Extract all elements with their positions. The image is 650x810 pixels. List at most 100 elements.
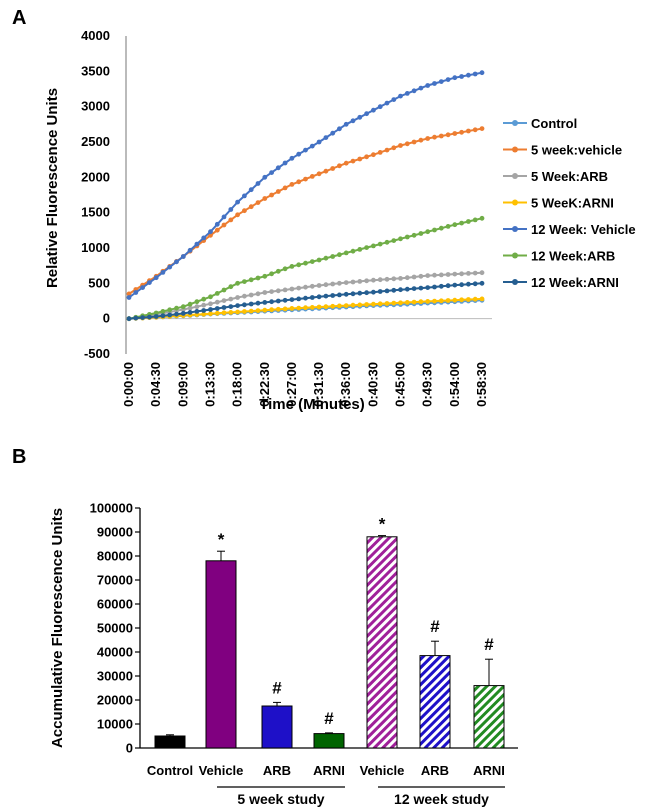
panel-a-data-point [262,307,268,313]
panel-a-data-point [330,293,336,298]
panel-a-data-point [269,170,274,176]
panel-b-y-tick-label: 70000 [97,573,133,588]
panel-a-data-point [384,301,390,306]
panel-a-data-point [214,299,220,305]
panel-a-x-tick-label: 0:36:00 [338,362,353,407]
panel-a-data-point [296,296,302,302]
panel-a-data-point [255,291,261,297]
panel-a-data-point [214,306,220,311]
panel-a-data-point [309,305,315,310]
panel-b-y-axis-title: Accumulative Fluorescence Units [49,508,66,748]
panel-a-data-point [160,309,166,314]
panel-a-data-point [371,277,376,283]
panel-b-category-label: ARB [263,763,291,778]
panel-a-data-point [411,88,417,94]
legend-label: 12 Week:ARNI [531,275,619,290]
panel-a-data-point [133,290,139,295]
legend-marker [512,173,518,179]
panel-a-data-point [235,303,241,308]
panel-b-y-tick-label: 90000 [97,525,133,540]
panel-a-data-point [330,130,336,136]
panel-a-data-point [208,307,213,312]
panel-a-data-point [221,298,227,303]
panel-a-data-point [343,303,349,308]
panel-b-group-label: 5 week study [237,791,324,807]
panel-a-data-point [255,275,261,281]
panel-b-y-tick-label: 80000 [97,549,133,564]
panel-a-data-point [411,274,417,280]
panel-a-data-point [242,293,247,299]
panel-a-data-point [384,239,390,245]
panel-a-data-point [425,285,431,290]
panel-a-series-5 [126,215,485,322]
panel-a-data-point [445,272,451,277]
panel-b-significance-marker: * [218,530,225,549]
panel-b-y-tick-label: 20000 [97,693,133,708]
panel-a-data-point [350,158,356,164]
panel-a-x-tick-label: 0:58:30 [474,362,489,407]
panel-a-data-point [398,143,403,148]
panel-b-y-tick-label: 10000 [97,717,133,732]
panel-a-data-point [350,302,356,308]
legend-marker [512,279,518,285]
panel-a-data-point [262,290,268,295]
panel-a-x-tick-label: 0:09:00 [175,362,190,407]
panel-a-data-point [384,100,390,106]
panel-a-data-point [364,302,369,307]
panel-a-data-point [208,301,213,307]
panel-a-data-point [432,227,437,233]
panel-a-data-point [371,301,376,307]
panel-a-data-point [466,219,471,224]
panel-a-data-point [371,243,376,249]
panel-a-data-point [371,289,376,295]
panel-a-data-point [201,302,207,308]
panel-a-x-tick-label: 0:31:30 [311,362,326,407]
panel-a-data-point [438,283,444,289]
panel-a-y-tick-label: 2000 [81,169,110,184]
panel-a-data-point [147,280,152,285]
panel-a-data-point [438,298,444,304]
panel-a-data-point [418,231,424,236]
panel-a-data-point [357,156,363,162]
panel-a-data-point [330,254,336,259]
panel-a-data-point [303,147,308,153]
panel-a-data-point [289,286,295,292]
panel-a-data-point [303,295,308,301]
panel-a-data-point [289,182,295,187]
panel-a-data-point [309,259,315,264]
panel-b-significance-marker: # [272,678,282,697]
panel-a-data-point [214,221,220,227]
panel-a-data-point [221,214,227,220]
panel-a-y-tick-label: 1000 [81,240,110,255]
panel-a-data-point [404,91,410,96]
panel-b-y-tick-label: 100000 [90,501,133,516]
panel-a-data-point [275,189,281,194]
panel-a-data-point [282,160,288,166]
panel-a-data-point [282,297,288,303]
panel-b-bar [154,735,186,749]
panel-b-group-labels: 5 week study 12 week study [217,786,505,807]
legend-marker [512,226,518,232]
panel-a-data-point [133,315,139,321]
panel-a-data-point [404,234,410,240]
panel-a-data-point [289,155,295,161]
panel-a-data-point [466,128,471,134]
panel-a-data-point [330,303,336,309]
panel-a-data-point [187,310,193,315]
panel-b-bar [419,655,451,749]
panel-a-data-point [167,312,173,318]
panel-a-data-point [466,72,471,78]
panel-a-data-point [174,311,179,317]
panel-a-data-point [296,151,302,157]
panel-a-data-point [418,299,424,305]
panel-a-data-point [438,79,444,84]
panel-a-data-point [438,133,444,139]
panel-a-y-tick-label: 500 [88,275,110,290]
panel-a-data-point [357,290,363,296]
panel-b-significance-marker: * [379,515,386,534]
panel-a-data-point [228,310,234,315]
panel-a-data-point [248,187,254,193]
panel-a-data-point [459,271,464,277]
panel-a-data-point [404,275,410,281]
panel-a-data-point [303,305,308,311]
